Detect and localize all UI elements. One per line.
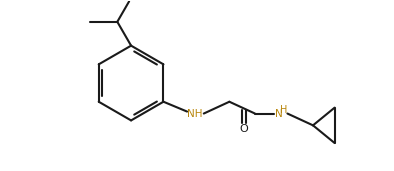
Text: O: O: [240, 124, 249, 134]
Text: N: N: [275, 109, 282, 119]
Text: NH: NH: [187, 109, 203, 119]
Text: H: H: [280, 105, 287, 115]
